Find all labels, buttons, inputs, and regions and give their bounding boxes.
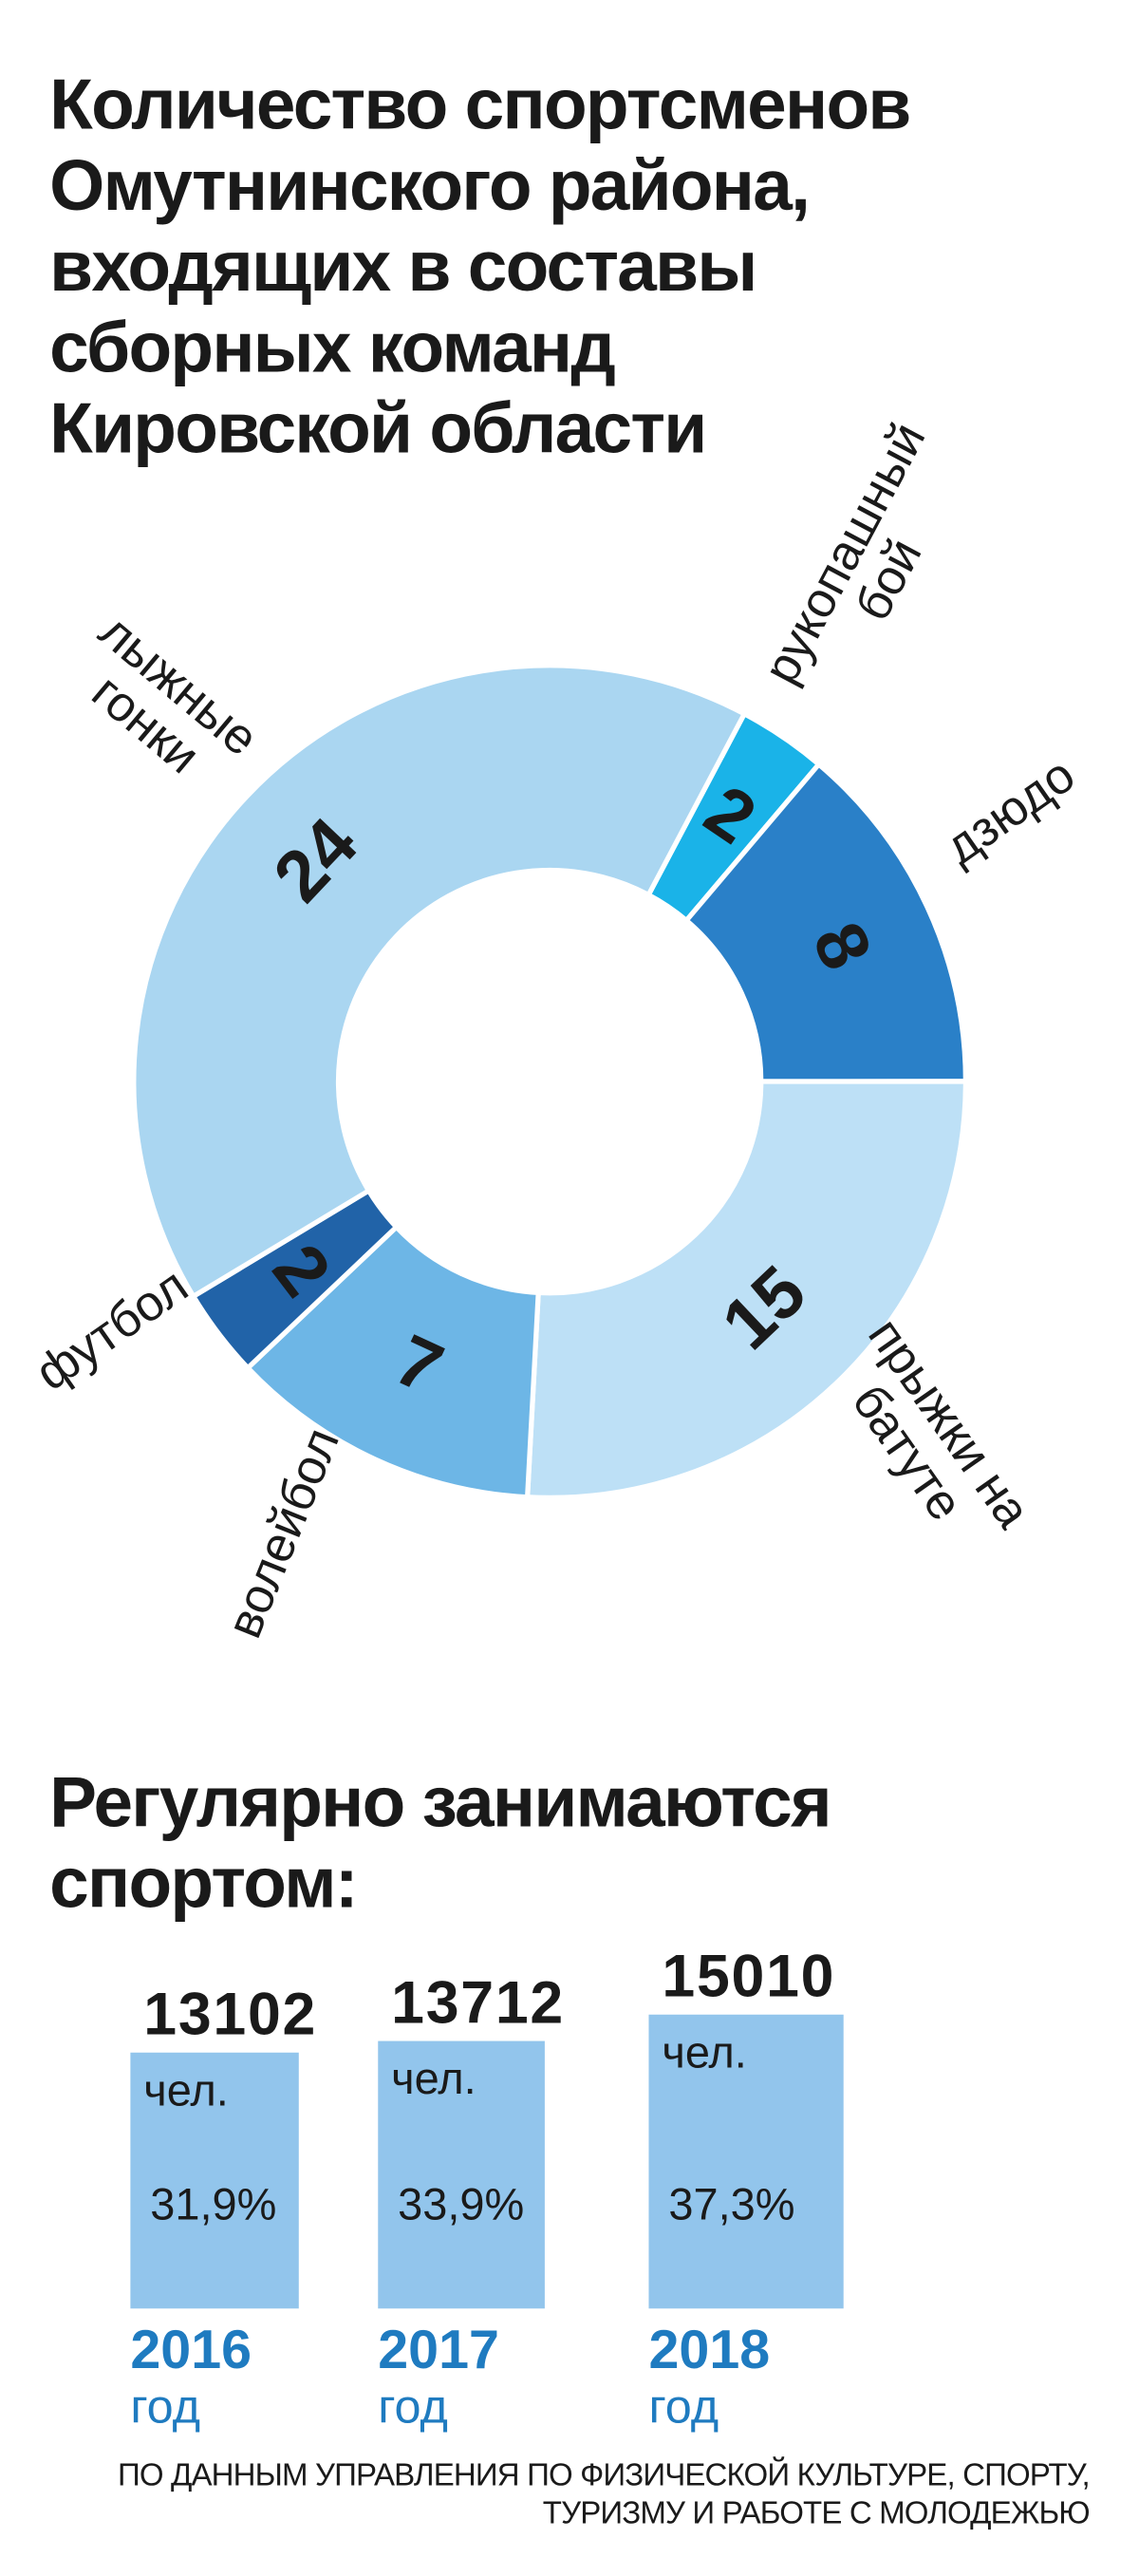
- percent-label: 31,9%: [150, 2179, 277, 2229]
- chart-title: Количество спортсменов Омутнинского райо…: [49, 66, 911, 469]
- percent-label: 33,9%: [398, 2179, 525, 2229]
- unit-label: чел.: [143, 2065, 229, 2115]
- unit-label: чел.: [391, 2054, 476, 2104]
- value-label: 13102: [143, 1980, 318, 2048]
- bar: [648, 2015, 844, 2309]
- donut-slice: [244, 1223, 541, 1500]
- donut-slice: [682, 761, 969, 1084]
- chart-title: Регулярно занимаются спортом:: [49, 1763, 831, 1925]
- category-suffix: год: [648, 2380, 719, 2435]
- value-label: 15010: [662, 1942, 836, 2011]
- percent-label: 37,3%: [668, 2179, 795, 2229]
- x-tick-label: 2017: [378, 2318, 499, 2380]
- value-label: 13712: [391, 1967, 565, 2036]
- donut-slice: [131, 663, 748, 1300]
- donut-slice: [524, 1079, 969, 1500]
- x-tick-label: 2018: [648, 2318, 771, 2380]
- category-suffix: год: [130, 2380, 201, 2435]
- bar: [378, 2040, 545, 2309]
- bar: [130, 2052, 299, 2309]
- source-note: ПО ДАННЫМ УПРАВЛЕНИЯ ПО ФИЗИЧЕСКОЙ КУЛЬТ…: [117, 2458, 1091, 2532]
- category-suffix: год: [378, 2380, 448, 2435]
- x-tick-label: 2016: [130, 2318, 252, 2380]
- unit-label: чел.: [662, 2028, 747, 2078]
